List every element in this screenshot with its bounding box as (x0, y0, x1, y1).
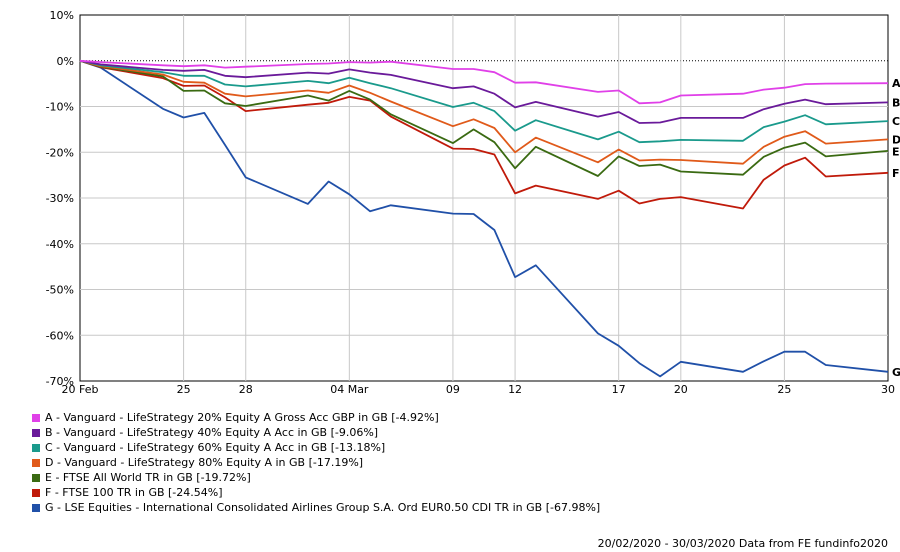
x-tick-label: 12 (508, 383, 522, 396)
x-tick-label: 20 (674, 383, 688, 396)
series-line-d (79, 59, 889, 165)
y-tick-label: -40% (46, 238, 74, 251)
legend-label: B - Vanguard - LifeStrategy 40% Equity A… (45, 426, 379, 439)
y-tick-label: -20% (46, 146, 74, 159)
y-tick-label: 0% (57, 55, 74, 68)
legend-swatch (32, 488, 40, 497)
chart-ticks: 10% 0% -10% -20% -30% -40% -50% -60% -70%20 Feb 2… (46, 9, 895, 396)
line-chart: 10% 0% -10% -20% -30% -40% -50% -60% -70%20 Feb 2… (46, 9, 900, 396)
x-tick-label: 25 (177, 383, 191, 396)
series-line-a (79, 59, 889, 105)
x-tick-label: 17 (612, 383, 626, 396)
legend-item-g: G - LSE Equities - International Consoli… (32, 500, 600, 515)
end-label-d: D (892, 133, 900, 146)
legend-label: A - Vanguard - LifeStrategy 20% Equity A… (45, 411, 439, 424)
legend-label: E - FTSE All World TR in GB [-19.72%] (45, 471, 251, 484)
x-tick-label: 20 Feb (62, 383, 99, 396)
legend-label: G - LSE Equities - International Consoli… (45, 501, 601, 514)
chart-footer: 20/02/2020 - 30/03/2020 Data from FE fun… (597, 537, 888, 550)
legend-swatch (32, 428, 40, 437)
y-tick-label: -30% (46, 192, 74, 205)
end-label-c: C (892, 115, 900, 128)
legend-item-c: C - Vanguard - LifeStrategy 60% Equity A… (32, 440, 600, 455)
legend-item-d: D - Vanguard - LifeStrategy 80% Equity A… (32, 455, 600, 470)
end-label-f: F (892, 167, 900, 180)
chart-series (79, 59, 889, 378)
end-label-g: G (892, 366, 900, 379)
x-tick-label: 09 (446, 383, 460, 396)
end-label-a: A (892, 77, 900, 90)
legend-item-b: B - Vanguard - LifeStrategy 40% Equity A… (32, 425, 600, 440)
legend-swatch (32, 503, 40, 512)
x-tick-label: 04 Mar (330, 383, 369, 396)
y-tick-label: 10% (50, 9, 74, 22)
y-tick-label: -50% (46, 284, 74, 297)
y-tick-label: -10% (46, 101, 74, 114)
legend-swatch (32, 413, 40, 422)
x-tick-label: 30 (881, 383, 895, 396)
legend-swatch (32, 458, 40, 467)
legend-label: F - FTSE 100 TR in GB [-24.54%] (45, 486, 223, 499)
end-label-b: B (892, 96, 900, 109)
legend-item-e: E - FTSE All World TR in GB [-19.72%] (32, 470, 600, 485)
series-line-f (79, 59, 889, 210)
series-line-b (79, 59, 889, 124)
series-line-e (79, 59, 889, 177)
legend-item-f: F - FTSE 100 TR in GB [-24.54%] (32, 485, 600, 500)
legend-label: C - Vanguard - LifeStrategy 60% Equity A… (45, 441, 386, 454)
series-line-g (79, 59, 889, 378)
legend-item-a: A - Vanguard - LifeStrategy 20% Equity A… (32, 410, 600, 425)
end-label-e: E (892, 145, 900, 158)
legend-swatch (32, 443, 40, 452)
x-tick-label: 28 (239, 383, 253, 396)
y-tick-label: -70% (46, 375, 74, 388)
x-tick-label: 25 (777, 383, 791, 396)
legend-swatch (32, 473, 40, 482)
series-line-c (79, 59, 889, 144)
chart-legend: A - Vanguard - LifeStrategy 20% Equity A… (32, 410, 600, 515)
legend-label: D - Vanguard - LifeStrategy 80% Equity A… (45, 456, 364, 469)
y-tick-label: -60% (46, 329, 74, 342)
